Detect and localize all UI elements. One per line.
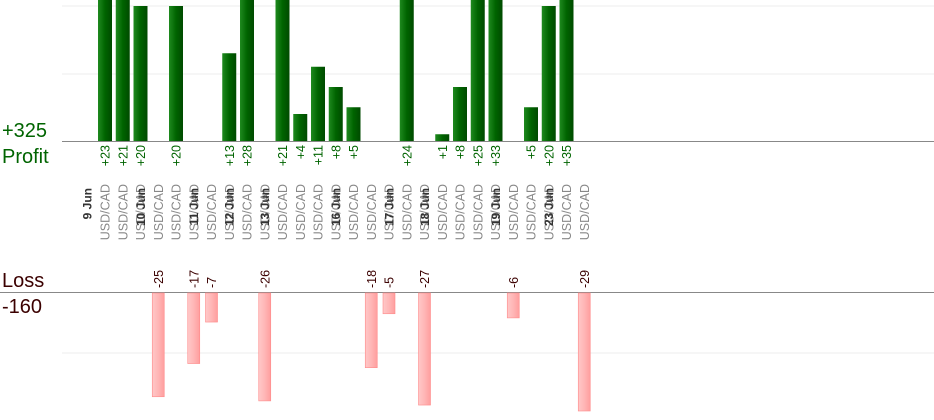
- profit-value-label: +35: [560, 145, 574, 166]
- loss-value-label: -5: [383, 277, 397, 288]
- loss-bar: [151, 292, 165, 398]
- pair-label: USD/CAD: [489, 184, 503, 240]
- loss-bar: [364, 292, 378, 368]
- date-label: 13 Jun: [258, 188, 272, 226]
- pair-label: USD/CAD: [152, 184, 166, 240]
- profit-bar: [293, 114, 308, 141]
- pair-label: USD/CAD: [116, 184, 130, 240]
- loss-bar: [205, 292, 218, 323]
- profit-value-label: +8: [454, 145, 468, 159]
- date-label: 12 Jun: [223, 188, 237, 226]
- profit-value-label: +28: [241, 145, 255, 166]
- profit-bar: [453, 87, 467, 141]
- profit-value-label: +1: [436, 145, 450, 159]
- date-label: 10 Jun: [134, 188, 148, 226]
- profit-value-label: +4: [294, 145, 308, 159]
- pair-label: USD/CAD: [436, 184, 450, 240]
- pair-label: USD/CAD: [134, 184, 148, 240]
- date-label: 17 Jun: [382, 188, 396, 226]
- profit-value-label: +21: [116, 145, 130, 166]
- profit-bar: [133, 6, 148, 141]
- date-label: 16 Jun: [329, 188, 343, 226]
- profit-bar: [328, 87, 343, 141]
- loss-total-label: -160: [2, 296, 43, 318]
- loss-bar: [506, 292, 520, 319]
- profit-bar: [470, 0, 485, 141]
- profit-bar: [115, 0, 130, 141]
- profit-value-label: +24: [400, 145, 414, 166]
- pair-label: USD/CAD: [223, 184, 237, 240]
- profit-bar: [98, 0, 112, 141]
- loss-value-label: -29: [578, 270, 592, 288]
- loss-bar: [258, 292, 272, 402]
- pair-label: USD/CAD: [418, 184, 432, 240]
- pair-label: USD/CAD: [329, 184, 343, 240]
- pair-label: USD/CAD: [542, 184, 556, 240]
- pair-label: USD/CAD: [471, 184, 485, 240]
- date-label: 18 Jun: [418, 188, 432, 226]
- profit-value-label: +5: [347, 145, 361, 159]
- profit-bar: [541, 6, 556, 141]
- loss-value-label: -26: [258, 270, 272, 288]
- pair-label: USD/CAD: [99, 184, 113, 240]
- pair-label: USD/CAD: [400, 184, 414, 240]
- pair-label: USD/CAD: [525, 184, 539, 240]
- loss-value-label: -25: [152, 270, 166, 288]
- loss-value-label: -18: [365, 270, 379, 288]
- loss-value-label: -17: [187, 270, 201, 288]
- loss-value-label: -7: [205, 277, 219, 288]
- date-label: 23 Jun: [542, 188, 556, 226]
- profit-bar: [559, 0, 574, 141]
- pair-label: USD/CAD: [276, 184, 290, 240]
- pair-label: USD/CAD: [347, 184, 361, 240]
- profit-value-label: +21: [276, 145, 290, 166]
- profit-value-label: +20: [542, 145, 556, 166]
- profit-value-label: +20: [134, 145, 148, 166]
- profit-bar: [240, 0, 254, 141]
- pair-label: USD/CAD: [241, 184, 255, 240]
- profit-bar: [488, 0, 503, 141]
- profit-value-label: +13: [223, 145, 237, 166]
- loss-bar: [577, 292, 591, 412]
- date-label: 9 Jun: [81, 188, 95, 219]
- profit-value-label: +8: [329, 145, 343, 159]
- loss-bar: [418, 292, 431, 406]
- profit-value-label: +20: [170, 145, 184, 166]
- profit-value-label: +25: [471, 145, 485, 166]
- profit-bar: [169, 6, 183, 141]
- date-label: 11 Jun: [187, 188, 201, 225]
- pair-label: USD/CAD: [507, 184, 521, 240]
- profit-bar: [435, 134, 450, 141]
- loss-value-label: -27: [418, 270, 432, 288]
- profit-bar: [311, 66, 325, 141]
- pair-label: USD/CAD: [560, 184, 574, 240]
- profit-bar: [399, 0, 414, 141]
- profit-value-label: +5: [525, 145, 539, 159]
- pair-label: USD/CAD: [365, 184, 379, 240]
- pair-label: USD/CAD: [312, 184, 326, 240]
- pair-label: USD/CAD: [383, 184, 397, 240]
- profit-label: Profit: [2, 146, 49, 168]
- profit-bar: [222, 53, 237, 141]
- profit-bar: [346, 107, 361, 141]
- profit-value-label: +11: [312, 145, 326, 165]
- pair-label: USD/CAD: [258, 184, 272, 240]
- date-label: 19 Jun: [489, 188, 503, 226]
- pair-label: USD/CAD: [187, 184, 201, 240]
- pair-label: USD/CAD: [170, 184, 184, 240]
- profit-bar: [524, 107, 538, 141]
- loss-bar: [382, 292, 396, 315]
- loss-bar: [187, 292, 201, 364]
- pair-label: USD/CAD: [205, 184, 219, 240]
- profit-value-label: +23: [99, 145, 113, 166]
- loss-label: Loss: [2, 270, 45, 292]
- profit-total-label: +325: [2, 120, 48, 142]
- pair-label: USD/CAD: [578, 184, 592, 240]
- profit-bar: [275, 0, 290, 141]
- pair-label: USD/CAD: [454, 184, 468, 240]
- loss-value-label: -6: [507, 277, 521, 288]
- pair-label: USD/CAD: [294, 184, 308, 240]
- profit-value-label: +33: [489, 145, 503, 166]
